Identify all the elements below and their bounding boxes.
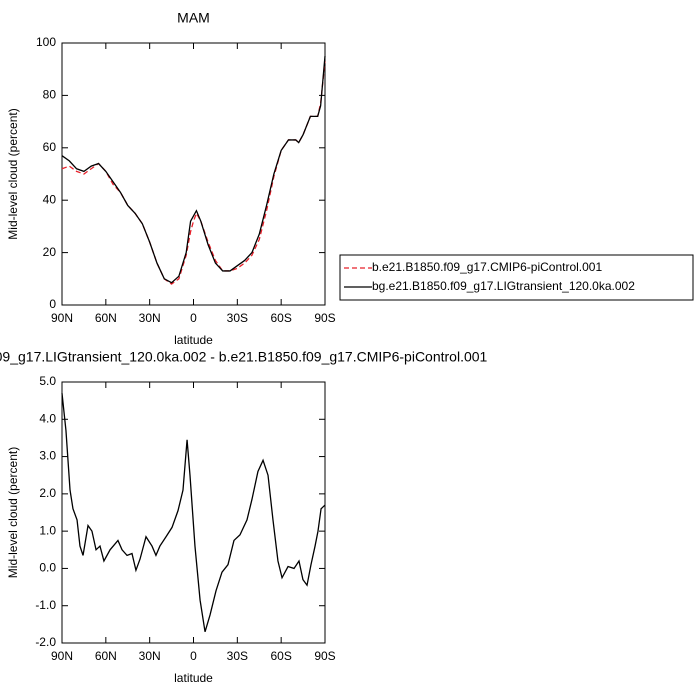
x-tick-label: 30S (227, 649, 248, 663)
y-axis-label: Mid-level cloud (percent) (6, 108, 20, 239)
x-tick-label: 0 (190, 311, 197, 325)
x-tick-label: 90N (51, 311, 73, 325)
y-tick-label: 1.0 (39, 523, 56, 537)
x-axis-label: latitude (174, 671, 213, 685)
legend-label: bg.e21.B1850.f09_g17.LIGtransient_120.0k… (372, 279, 635, 293)
x-tick-label: 60S (270, 649, 291, 663)
y-tick-label: -1.0 (35, 598, 56, 612)
data-line (61, 393, 326, 632)
data-line (61, 56, 326, 284)
x-tick-label: 90S (314, 649, 335, 663)
plot-frame (61, 42, 326, 306)
legend-box (339, 254, 694, 301)
x-tick-label: 90N (51, 649, 73, 663)
y-tick-label: 0.0 (39, 561, 56, 575)
x-tick-label: 30N (139, 311, 161, 325)
y-tick-label: 40 (43, 192, 57, 206)
y-tick-label: 60 (43, 140, 57, 154)
legend-label: b.e21.B1850.f09_g17.CMIP6-piControl.001 (372, 260, 602, 274)
x-axis-label: latitude (174, 333, 213, 347)
data-line (61, 61, 326, 285)
x-tick-label: 30N (139, 649, 161, 663)
y-tick-label: 2.0 (39, 486, 56, 500)
y-tick-label: 100 (36, 35, 56, 49)
x-tick-label: 60N (95, 649, 117, 663)
y-tick-label: 20 (43, 245, 57, 259)
y-tick-label: 5.0 (39, 374, 56, 388)
x-tick-label: 60S (270, 311, 291, 325)
x-tick-label: 90S (314, 311, 335, 325)
x-tick-label: 0 (190, 649, 197, 663)
chart-title: MAM (177, 10, 210, 26)
chart-title: bg.e21.B1850.f09_g17.LIGtransient_120.0k… (0, 349, 488, 365)
y-tick-label: 4.0 (39, 411, 56, 425)
y-axis-label: Mid-level cloud (percent) (6, 447, 20, 578)
x-tick-label: 60N (95, 311, 117, 325)
y-tick-label: -2.0 (35, 635, 56, 649)
x-tick-label: 30S (227, 311, 248, 325)
y-tick-label: 0 (49, 297, 56, 311)
y-tick-label: 80 (43, 88, 57, 102)
y-tick-label: 3.0 (39, 449, 56, 463)
plot-frame (61, 381, 326, 644)
